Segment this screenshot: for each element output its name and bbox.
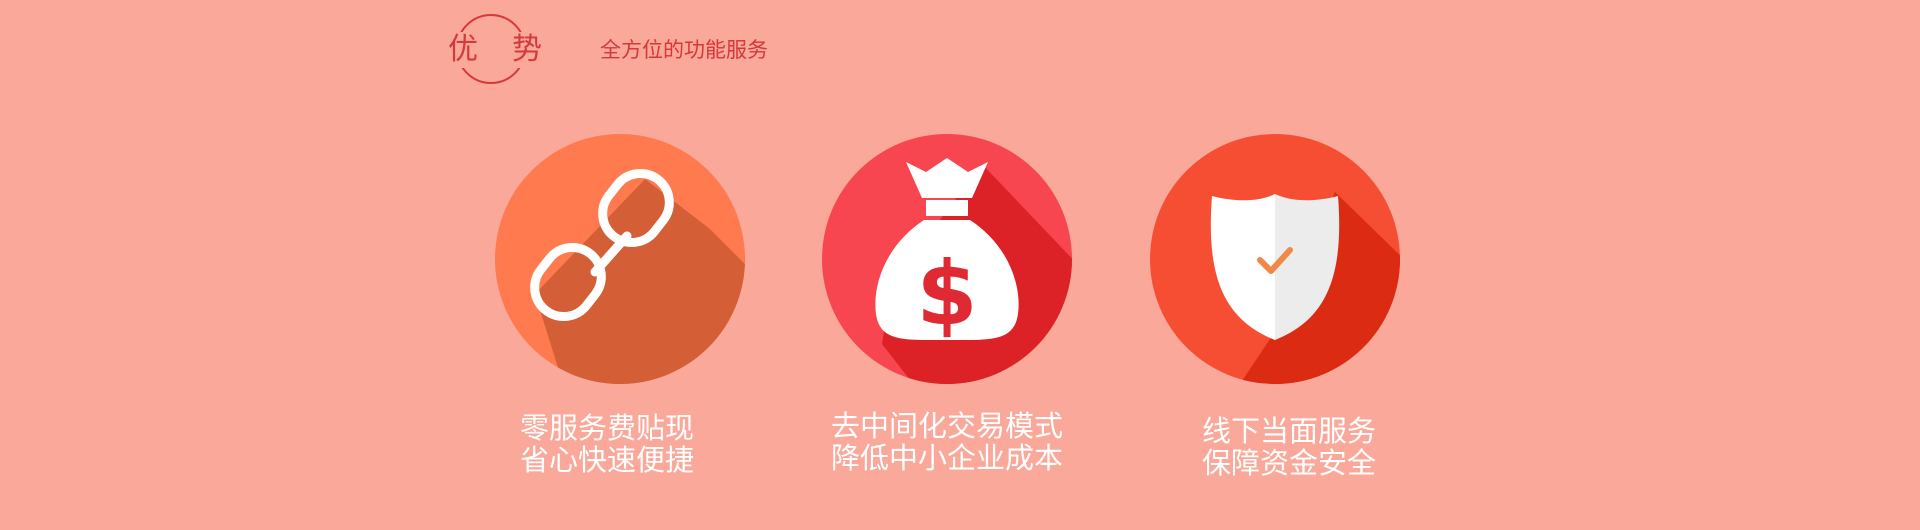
advantage-logo: 优 势 <box>446 12 546 88</box>
feature-zero-fee-icon-circle <box>495 134 745 384</box>
feature-zero-fee-caption: 零服务费贴现 省心快速便捷 <box>457 412 757 476</box>
shield-check-icon <box>1150 134 1400 384</box>
logo-char-you: 优 <box>446 32 480 68</box>
feature-offline-service-icon-circle <box>1150 134 1400 384</box>
feature-offline-service-line2: 保障资金安全 <box>1201 446 1376 480</box>
feature-offline-service-caption: 线下当面服务 保障资金安全 <box>1139 415 1439 479</box>
feature-zero-fee-line2: 省心快速便捷 <box>519 443 694 477</box>
section-subtitle: 全方位的功能服务 <box>600 38 768 62</box>
logo-char-shi: 势 <box>510 32 544 68</box>
feature-decentralized-line1: 去中间化交易模式 <box>830 409 1063 443</box>
feature-offline-service-line1: 线下当面服务 <box>1201 414 1376 448</box>
svg-text:$: $ <box>916 242 977 345</box>
chain-link-icon <box>495 134 745 384</box>
feature-decentralized-caption: 去中间化交易模式 降低中小企业成本 <box>797 410 1097 474</box>
money-bag-icon: $ <box>822 134 1072 384</box>
feature-decentralized-line2: 降低中小企业成本 <box>830 441 1063 475</box>
feature-decentralized-icon-circle: $ <box>822 134 1072 384</box>
feature-zero-fee-line1: 零服务费贴现 <box>519 411 694 445</box>
